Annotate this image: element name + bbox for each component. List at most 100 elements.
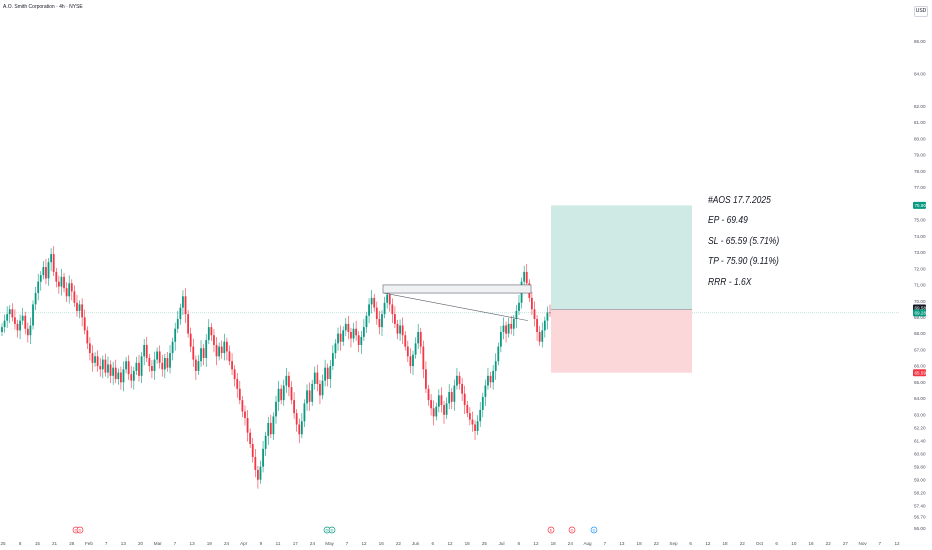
- candle-body: [466, 405, 469, 414]
- candle-body: [285, 375, 288, 386]
- annotation-risk-reward: RRR - 1.6X: [708, 277, 752, 288]
- event-marker-label: D: [79, 528, 82, 533]
- candle-body: [244, 411, 246, 419]
- candle-body: [148, 357, 151, 367]
- time-tick-label: 6: [689, 541, 692, 546]
- candle-body: [383, 302, 386, 315]
- candle-body: [130, 374, 133, 381]
- candle-body: [448, 392, 451, 404]
- candle-body: [236, 379, 239, 389]
- candle-body: [231, 361, 233, 370]
- candle-body: [189, 333, 192, 347]
- candle-body: [151, 366, 153, 371]
- price-tag-label: 65.59: [915, 370, 927, 375]
- candle-body: [422, 346, 425, 370]
- candle-body: [531, 297, 533, 310]
- time-tick-label: Feb: [85, 541, 93, 546]
- candle-body: [109, 364, 112, 376]
- time-tick-label: 12: [894, 541, 900, 546]
- candle-body: [166, 357, 169, 368]
- candle-body: [378, 319, 381, 328]
- candle-body: [347, 323, 350, 332]
- candle-body: [176, 319, 179, 329]
- candle-body: [417, 331, 420, 344]
- candle-body: [223, 341, 226, 354]
- candle-body: [329, 366, 332, 380]
- candle-body: [187, 314, 190, 334]
- candle-body: [468, 413, 471, 420]
- candle-body: [523, 271, 526, 282]
- price-tick-label: 56.70: [914, 515, 926, 520]
- time-tick-label: 13: [190, 541, 196, 546]
- price-tag: [913, 201, 926, 209]
- time-tick-label: 8: [19, 541, 22, 546]
- candle-body: [11, 309, 14, 318]
- time-tick-label: 12: [361, 541, 367, 546]
- time-tick-label: Jul: [499, 541, 505, 546]
- candle-body: [507, 323, 510, 334]
- candle-body: [453, 385, 456, 402]
- candle-body: [26, 328, 29, 336]
- price-tick-label: 77.00: [914, 185, 926, 190]
- candle-body: [202, 348, 205, 358]
- price-tag: [913, 369, 926, 377]
- candle-body: [375, 307, 378, 320]
- price-axis[interactable]: 56.00 56.70 57.40 58.20 59.00 59.80 60.60 61.40…: [913, 39, 926, 531]
- candle-body: [373, 297, 376, 308]
- candle-body: [474, 424, 476, 431]
- candle-body: [47, 262, 50, 279]
- candle-body: [430, 400, 432, 409]
- price-tick-label: 86.00: [914, 39, 926, 44]
- time-tick-label: 6: [432, 541, 435, 546]
- candle-body: [8, 309, 11, 315]
- candle-body: [412, 354, 414, 367]
- candle-body: [269, 422, 272, 435]
- price-tick-label: 71.00: [914, 283, 926, 288]
- price-tick-label: 63.00: [914, 412, 926, 417]
- candle-body: [78, 304, 81, 311]
- candle-body: [355, 328, 358, 336]
- price-tick-label: 68.00: [914, 331, 926, 336]
- candle-body: [238, 388, 241, 401]
- price-tick-label: 59.00: [914, 477, 926, 482]
- candle-body: [533, 309, 536, 320]
- candle-body: [63, 276, 65, 289]
- candle-body: [158, 351, 161, 363]
- time-tick-label: Apr: [240, 541, 248, 546]
- candle-body: [298, 424, 301, 435]
- candle-body: [326, 367, 329, 380]
- candle-body: [321, 380, 324, 396]
- candle-body: [458, 375, 461, 384]
- candle-body: [313, 372, 316, 384]
- candle-body: [125, 361, 127, 370]
- candle-body: [414, 343, 417, 355]
- price-tick-label: 64.00: [914, 396, 926, 401]
- candle-body: [538, 331, 541, 342]
- candle-body: [484, 385, 487, 397]
- event-marker: [568, 526, 576, 534]
- candle-body: [153, 359, 156, 371]
- candle-body: [45, 267, 47, 279]
- candle-body: [365, 315, 368, 328]
- candle-body: [1, 327, 3, 332]
- time-tick-label: 25: [0, 541, 6, 546]
- price-tick-label: 69.00: [914, 315, 926, 320]
- candle-body: [161, 362, 164, 370]
- trend-line: [383, 292, 529, 321]
- drawing-overlays: [382, 284, 532, 321]
- candle-body: [197, 361, 200, 371]
- currency-selector[interactable]: USD: [914, 6, 928, 17]
- time-axis[interactable]: 25 8 15 21 28 Feb 7 13 20 Mar 7 13 19 24 Apr 9 11 17 24 May…: [0, 541, 900, 546]
- candle-body: [24, 315, 27, 329]
- event-marker: [547, 526, 555, 534]
- event-marker-label: D: [326, 528, 329, 533]
- price-tag-label: 69.58: [915, 306, 927, 311]
- time-tick-label: 22: [740, 541, 746, 546]
- candle-body: [316, 372, 319, 384]
- candle-body: [518, 302, 520, 311]
- candle-body: [6, 314, 9, 321]
- candle-body: [39, 275, 42, 282]
- candle-body: [282, 385, 285, 401]
- price-tick-label: 75.00: [914, 218, 926, 223]
